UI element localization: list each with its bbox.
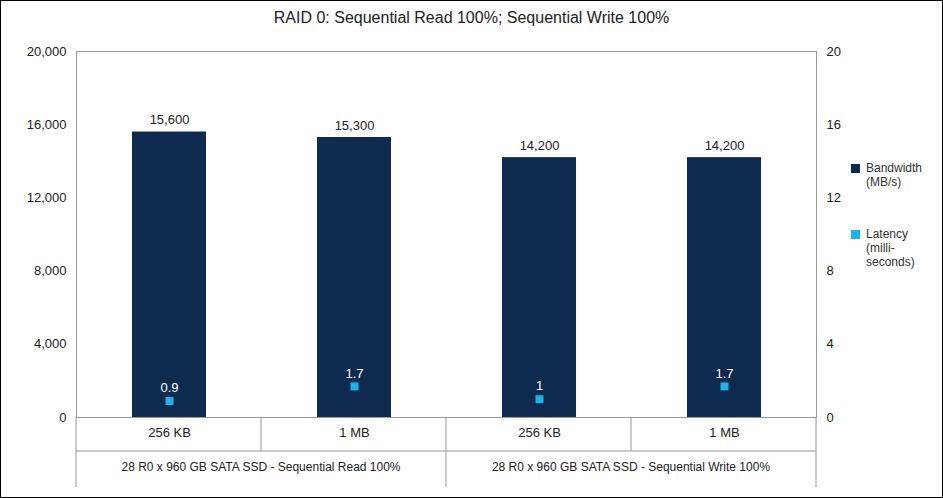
svg-text:0: 0 — [827, 410, 834, 425]
svg-text:4: 4 — [827, 336, 834, 351]
svg-text:1 MB: 1 MB — [709, 425, 739, 440]
svg-text:1: 1 — [536, 378, 543, 393]
html-text:RAID 0: Sequential Read 100%;: RAID 0: Sequential Read 100%; Sequential… — [273, 9, 670, 26]
svg-text:0.9: 0.9 — [160, 380, 178, 395]
svg-text:12: 12 — [827, 190, 841, 205]
svg-text:12,000: 12,000 — [27, 190, 67, 205]
html-text:Latency (milli-seconds): Latency (milli-seconds) — [866, 227, 915, 269]
svg-text:15,300: 15,300 — [335, 118, 375, 133]
svg-text:15,600: 15,600 — [150, 112, 190, 127]
svg-text:1.7: 1.7 — [345, 366, 363, 381]
svg-text:8,000: 8,000 — [34, 263, 67, 278]
svg-text:20,000: 20,000 — [27, 44, 67, 59]
svg-text:16: 16 — [827, 117, 841, 132]
svg-text:256 KB: 256 KB — [518, 425, 561, 440]
svg-text:256 KB: 256 KB — [148, 425, 191, 440]
svg-text:14,200: 14,200 — [520, 138, 560, 153]
svg-text:20: 20 — [827, 44, 841, 59]
svg-text:14,200: 14,200 — [705, 138, 745, 153]
svg-text:28 R0 x 960 GB SATA SSD - Sequ: 28 R0 x 960 GB SATA SSD - Sequential Rea… — [121, 460, 400, 474]
svg-text:0: 0 — [59, 410, 66, 425]
svg-text:28 R0 x 960 GB SATA SSD - Sequ: 28 R0 x 960 GB SATA SSD - Sequential Wri… — [492, 460, 770, 474]
html-text:Bandwidth (MB/s): Bandwidth (MB/s) — [866, 161, 922, 189]
svg-text:1.7: 1.7 — [715, 366, 733, 381]
svg-text:8: 8 — [827, 263, 834, 278]
svg-text:1 MB: 1 MB — [339, 425, 369, 440]
svg-text:16,000: 16,000 — [27, 117, 67, 132]
svg-text:4,000: 4,000 — [34, 336, 67, 351]
